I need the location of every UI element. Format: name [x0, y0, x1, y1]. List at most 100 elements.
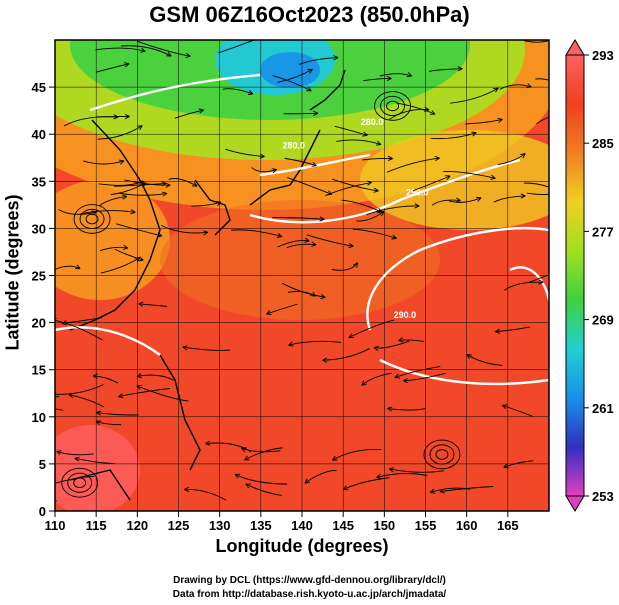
- streamline-arrow: [361, 380, 367, 386]
- streamline: [387, 408, 426, 411]
- streamline: [234, 473, 288, 485]
- streamline-arrow: [388, 467, 395, 473]
- streamline-arrow: [205, 440, 211, 446]
- streamline-arrow: [434, 156, 440, 162]
- streamline: [114, 182, 167, 187]
- streamline: [98, 196, 127, 207]
- x-tick-label: 120: [126, 518, 148, 533]
- streamline: [55, 475, 95, 484]
- streamline-arrow: [430, 110, 436, 115]
- colorbar-tick-label: 293: [592, 48, 614, 63]
- x-tick-label: 125: [168, 518, 190, 533]
- streamline: [322, 348, 370, 361]
- streamline-arrow: [124, 62, 130, 68]
- streamline: [96, 411, 140, 416]
- streamline: [277, 68, 313, 83]
- chart-title: GSM 06Z16Oct2023 (850.0hPa): [149, 2, 470, 27]
- streamline-arrow: [136, 385, 142, 390]
- streamline: [536, 116, 549, 125]
- streamline-arrow: [137, 125, 143, 131]
- streamline-arrow: [348, 243, 354, 249]
- streamline: [277, 240, 310, 248]
- streamline: [428, 68, 463, 72]
- y-tick-label: 15: [32, 363, 46, 378]
- streamline-arrow: [520, 193, 526, 199]
- x-tick-label: 110: [45, 518, 66, 533]
- streamline: [431, 199, 461, 206]
- streamline-arrow: [476, 196, 482, 202]
- streamline: [443, 170, 496, 179]
- x-tick-label: 155: [415, 518, 437, 533]
- streamline: [205, 442, 252, 453]
- streamline-arrow: [304, 237, 310, 243]
- contour-label: 290.0: [394, 310, 417, 320]
- streamline: [56, 450, 94, 456]
- vortex-ring: [73, 477, 87, 488]
- streamline-arrow: [553, 36, 558, 40]
- streamline: [95, 47, 146, 52]
- streamline: [448, 197, 482, 203]
- streamline: [497, 153, 526, 166]
- streamline-arrow: [124, 113, 130, 120]
- streamline-arrow: [138, 256, 144, 262]
- streamline-arrow: [387, 155, 393, 161]
- streamline-arrow: [245, 483, 251, 489]
- streamline-arrow: [556, 113, 561, 117]
- streamline-arrow: [271, 168, 277, 174]
- streamline-arrow: [307, 68, 313, 74]
- streamline: [100, 246, 128, 252]
- streamline-arrow: [311, 161, 317, 167]
- streamline: [136, 385, 189, 402]
- x-tick-label: 165: [497, 518, 519, 533]
- streamline-arrow: [558, 269, 563, 273]
- streamline: [272, 217, 325, 220]
- streamline-arrow: [313, 110, 319, 116]
- streamline-arrow: [520, 153, 526, 159]
- streamline-arrow: [96, 410, 102, 416]
- streamline-arrow: [342, 485, 349, 491]
- streamline: [403, 372, 446, 382]
- streamline-arrow: [310, 291, 316, 297]
- colorbar-tick-label: 269: [592, 313, 614, 328]
- streamline-arrow: [166, 51, 172, 57]
- streamline: [535, 78, 549, 81]
- streamline-arrow: [192, 181, 198, 187]
- vortex-ring: [85, 213, 99, 225]
- streamline-arrow: [414, 203, 420, 209]
- streamline: [287, 177, 333, 195]
- credit-dcl: Drawing by DCL (https://www.gfd-dennou.o…: [173, 575, 446, 586]
- streamline-arrow: [198, 108, 204, 114]
- streamline-arrow: [95, 420, 102, 426]
- streamline: [138, 303, 168, 307]
- grid-lines: [54, 40, 549, 512]
- streamline: [137, 40, 191, 57]
- streamline: [504, 281, 544, 291]
- vortex-ring: [374, 91, 412, 121]
- streamline-arrow: [182, 345, 188, 351]
- streamline: [95, 63, 130, 73]
- colorbar-ticks: 253 261 269 277 285 293: [584, 48, 614, 504]
- streamline-arrow: [319, 216, 325, 222]
- streamline: [394, 365, 441, 378]
- streamline-arrow: [266, 310, 272, 316]
- y-tick-label: 5: [39, 457, 46, 472]
- streamline-arrow: [403, 378, 409, 384]
- streamline: [373, 340, 410, 349]
- colorbar-tick-label: 285: [592, 136, 614, 151]
- y-tick-label: 45: [32, 80, 46, 95]
- y-tick-label: 10: [32, 410, 46, 425]
- streamline-arrow: [429, 488, 436, 494]
- streamline-arrow: [25, 498, 30, 502]
- streamline: [499, 84, 532, 90]
- streamline: [398, 339, 425, 343]
- contour-label: 290.0: [406, 187, 429, 197]
- streamline-arrow: [455, 197, 461, 203]
- streamline-arrow: [398, 337, 404, 343]
- streamline-arrow: [386, 75, 392, 82]
- streamline: [241, 447, 281, 453]
- y-tick-label: 40: [32, 127, 46, 142]
- streamline: [55, 500, 57, 502]
- streamline-arrow: [366, 180, 372, 186]
